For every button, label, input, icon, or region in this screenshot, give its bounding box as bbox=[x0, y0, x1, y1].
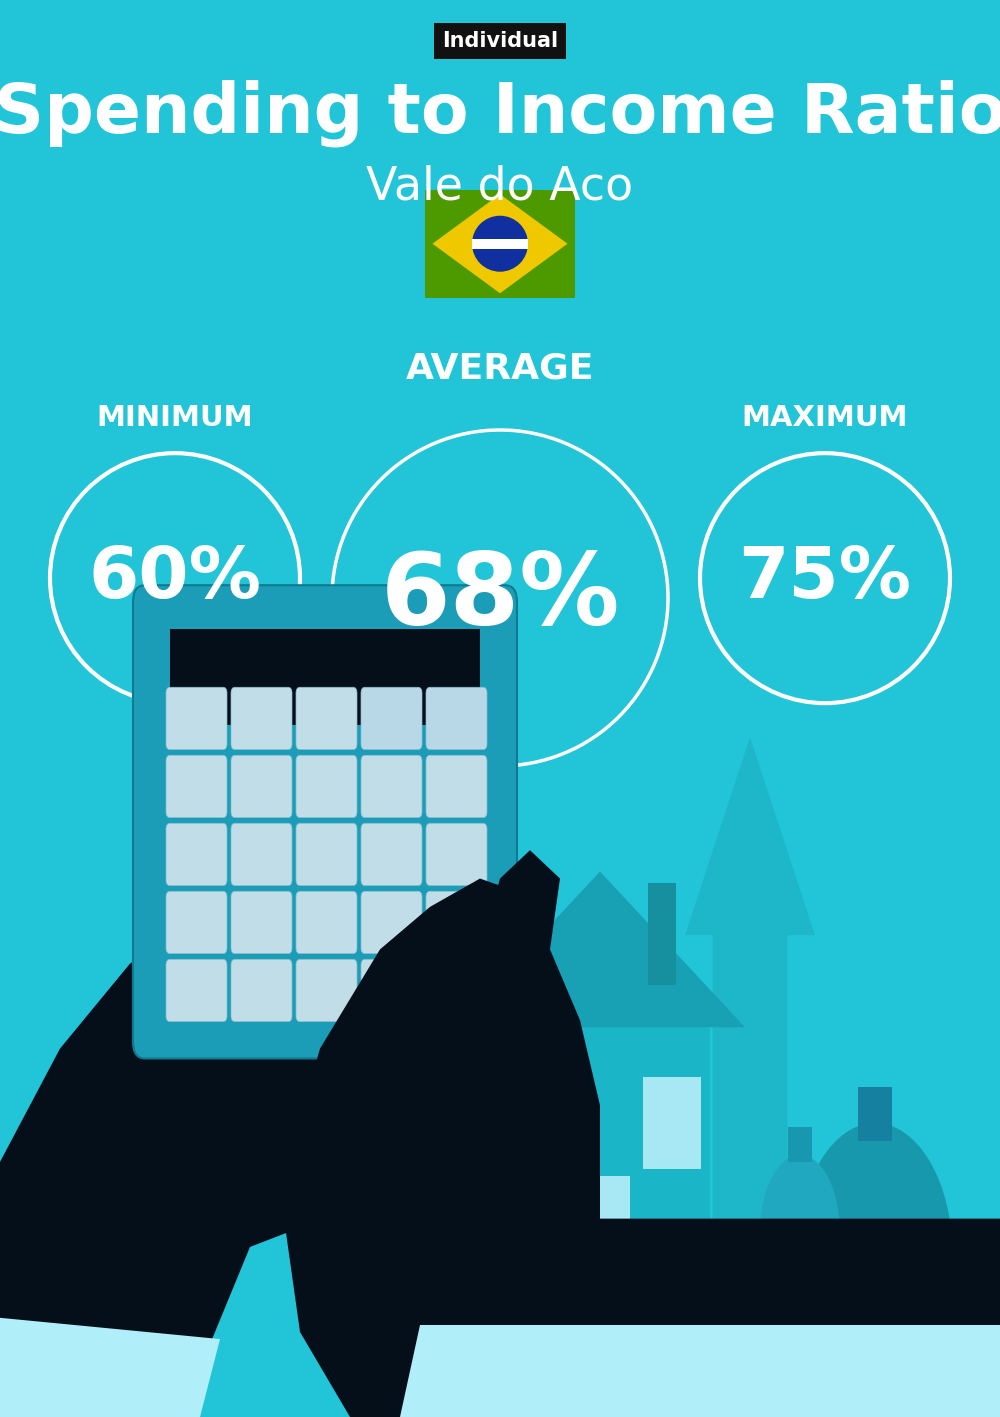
FancyBboxPatch shape bbox=[231, 687, 292, 750]
FancyBboxPatch shape bbox=[170, 629, 480, 726]
FancyBboxPatch shape bbox=[231, 823, 292, 886]
Polygon shape bbox=[0, 921, 450, 1417]
Ellipse shape bbox=[815, 1322, 845, 1339]
Text: MINIMUM: MINIMUM bbox=[97, 404, 253, 432]
Ellipse shape bbox=[798, 1122, 952, 1386]
FancyBboxPatch shape bbox=[133, 585, 517, 1058]
FancyBboxPatch shape bbox=[648, 883, 676, 985]
Polygon shape bbox=[685, 737, 815, 1304]
FancyBboxPatch shape bbox=[166, 755, 227, 818]
FancyBboxPatch shape bbox=[361, 959, 422, 1022]
FancyBboxPatch shape bbox=[755, 1265, 865, 1282]
FancyBboxPatch shape bbox=[755, 1247, 865, 1264]
FancyBboxPatch shape bbox=[755, 1321, 865, 1338]
Text: 60%: 60% bbox=[88, 544, 262, 612]
FancyBboxPatch shape bbox=[426, 959, 487, 1022]
Text: Individual: Individual bbox=[442, 31, 558, 51]
FancyBboxPatch shape bbox=[426, 891, 487, 954]
FancyBboxPatch shape bbox=[296, 959, 357, 1022]
FancyBboxPatch shape bbox=[231, 891, 292, 954]
Polygon shape bbox=[0, 1318, 220, 1417]
FancyBboxPatch shape bbox=[166, 687, 227, 750]
FancyBboxPatch shape bbox=[231, 959, 292, 1022]
FancyBboxPatch shape bbox=[361, 891, 422, 954]
FancyBboxPatch shape bbox=[643, 1077, 701, 1169]
FancyBboxPatch shape bbox=[296, 891, 357, 954]
FancyBboxPatch shape bbox=[361, 823, 422, 886]
Text: $: $ bbox=[791, 1238, 809, 1261]
FancyBboxPatch shape bbox=[426, 687, 487, 750]
Polygon shape bbox=[280, 879, 1000, 1417]
FancyBboxPatch shape bbox=[562, 1176, 630, 1339]
FancyBboxPatch shape bbox=[755, 1357, 865, 1374]
FancyBboxPatch shape bbox=[296, 687, 357, 750]
FancyBboxPatch shape bbox=[472, 238, 528, 249]
FancyBboxPatch shape bbox=[505, 1077, 563, 1169]
FancyBboxPatch shape bbox=[490, 1027, 710, 1339]
Polygon shape bbox=[455, 871, 745, 1027]
FancyBboxPatch shape bbox=[425, 190, 575, 298]
FancyBboxPatch shape bbox=[755, 1302, 865, 1319]
Polygon shape bbox=[460, 850, 560, 1020]
Text: AVERAGE: AVERAGE bbox=[406, 351, 594, 385]
FancyBboxPatch shape bbox=[296, 823, 357, 886]
Text: Vale do Aco: Vale do Aco bbox=[366, 164, 634, 210]
Ellipse shape bbox=[472, 215, 528, 272]
FancyBboxPatch shape bbox=[361, 687, 422, 750]
FancyBboxPatch shape bbox=[296, 755, 357, 818]
Polygon shape bbox=[370, 935, 550, 1063]
Ellipse shape bbox=[760, 1155, 840, 1311]
FancyBboxPatch shape bbox=[755, 1284, 865, 1301]
Text: $: $ bbox=[860, 1254, 891, 1297]
FancyBboxPatch shape bbox=[361, 755, 422, 818]
Ellipse shape bbox=[815, 1348, 845, 1365]
FancyBboxPatch shape bbox=[426, 755, 487, 818]
FancyBboxPatch shape bbox=[858, 1087, 892, 1141]
FancyBboxPatch shape bbox=[166, 959, 227, 1022]
FancyBboxPatch shape bbox=[166, 891, 227, 954]
Text: 68%: 68% bbox=[380, 550, 620, 646]
Text: MAXIMUM: MAXIMUM bbox=[742, 404, 908, 432]
Ellipse shape bbox=[815, 1373, 845, 1390]
FancyBboxPatch shape bbox=[166, 823, 227, 886]
Polygon shape bbox=[400, 1325, 1000, 1417]
FancyBboxPatch shape bbox=[231, 755, 292, 818]
FancyBboxPatch shape bbox=[755, 1339, 865, 1356]
Polygon shape bbox=[432, 194, 568, 293]
FancyBboxPatch shape bbox=[426, 823, 487, 886]
Polygon shape bbox=[300, 765, 560, 935]
Text: Spending to Income Ratio: Spending to Income Ratio bbox=[0, 79, 1000, 147]
Text: 75%: 75% bbox=[738, 544, 912, 612]
FancyBboxPatch shape bbox=[788, 1127, 812, 1162]
